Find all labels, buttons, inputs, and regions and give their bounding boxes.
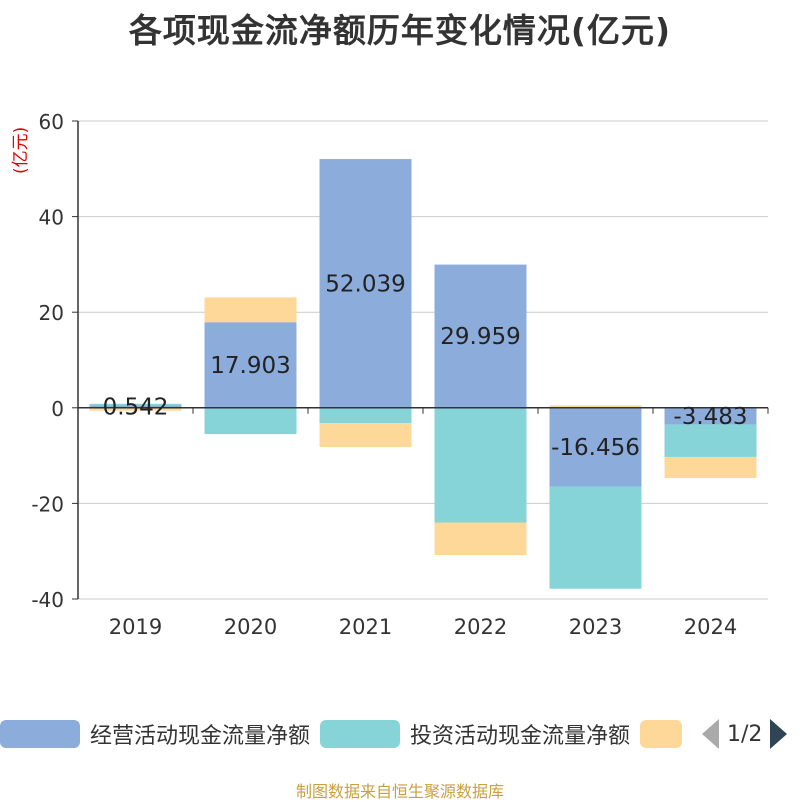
data-label-2024: -3.483 (673, 404, 747, 430)
legend-swatch-operating (0, 720, 80, 748)
bar-2022-series-0 (434, 264, 527, 408)
bar-2020-series-1 (204, 407, 297, 435)
legend-pager: 1/2 (702, 712, 788, 756)
legend-item-investing[interactable]: 投资活动现金流量净额 (320, 712, 630, 756)
legend-label-investing: 投资活动现金流量净额 (410, 724, 631, 749)
chart-title: 各项现金流净额历年变化情况(亿元) (128, 11, 672, 50)
bar-2023-series-2 (549, 405, 642, 408)
bar-2021-series-2 (319, 423, 412, 447)
legend-item-operating[interactable]: 经营活动现金流量净额 (0, 712, 310, 756)
x-tick-label-2022: 2022 (454, 615, 507, 639)
data-label-2023: -16.456 (551, 435, 640, 461)
cashflow-chart: 60 40 20 0 -20 -40 2019 2020 2021 2022 2023 2024 0.5… (31, 110, 769, 639)
bar-2024-series-1 (664, 424, 757, 457)
x-tick-label-2023: 2023 (569, 615, 622, 639)
legend-page-indicator: 1/2 (727, 721, 763, 747)
y-tick-label: -40 (31, 588, 64, 612)
bar-2024-series-0 (664, 407, 757, 425)
bar-2021-series-0 (319, 159, 412, 408)
bar-2019-series-2 (89, 407, 182, 411)
bar-2021-series-1 (319, 407, 412, 424)
x-tick-label-2020: 2020 (224, 615, 277, 639)
bar-2022-series-2 (434, 522, 527, 556)
bar-2020-series-2 (204, 297, 297, 323)
y-tick-label: 20 (39, 301, 64, 325)
x-tick-label-2021: 2021 (339, 615, 392, 639)
y-tick-label: 60 (39, 110, 64, 134)
bar-2022-series-1 (434, 407, 527, 523)
y-tick-label: 0 (51, 397, 64, 421)
legend-swatch-investing (320, 720, 400, 748)
legend: 经营活动现金流量净额 投资活动现金流量净额 1/2 (0, 712, 800, 756)
bar-2023-series-1 (549, 486, 642, 589)
data-source-note: 制图数据来自恒生聚源数据库 (295, 782, 504, 801)
bar-2020-series-0 (204, 322, 297, 408)
bar-2023-series-0 (549, 407, 642, 487)
legend-swatch-financing (640, 720, 682, 748)
y-tick-label: -20 (31, 492, 64, 516)
legend-prev-page-icon[interactable] (702, 719, 719, 749)
bar-2019-series-1 (89, 403, 182, 406)
legend-item-financing[interactable] (640, 712, 692, 756)
data-label-2019: 0.542 (103, 395, 169, 421)
data-label-2021: 52.039 (325, 271, 405, 297)
y-tick-label: 40 (39, 206, 64, 230)
bar-2019-series-0 (89, 405, 182, 408)
legend-label-operating: 经营活动现金流量净额 (90, 724, 311, 749)
data-label-2022: 29.959 (440, 324, 520, 350)
data-label-2020: 17.903 (210, 353, 290, 379)
x-tick-label-2019: 2019 (109, 615, 162, 639)
bar-2024-series-2 (664, 456, 757, 478)
legend-next-page-icon[interactable] (770, 719, 788, 749)
x-tick-label-2024: 2024 (684, 615, 737, 639)
